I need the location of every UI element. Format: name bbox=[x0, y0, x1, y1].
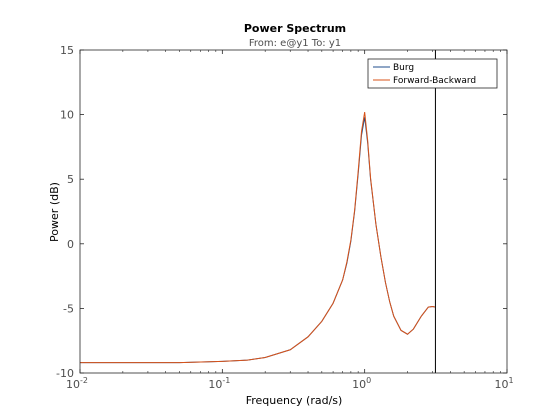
x-tick-exponent: 1 bbox=[508, 376, 513, 385]
y-axis-ticks: -10 -5 0 5 10 15 bbox=[56, 44, 507, 380]
plot-frame bbox=[79, 49, 508, 374]
x-tick-exponent: 0 bbox=[366, 376, 371, 385]
x-tick-label: 10-1 bbox=[208, 376, 230, 391]
x-tick-label: 101 bbox=[494, 376, 513, 391]
chart-subtitle: From: e@y1 To: y1 bbox=[249, 38, 341, 49]
legend-label-forward-backward: Forward-Backward bbox=[393, 76, 476, 86]
legend: Burg Forward-Backward bbox=[367, 58, 498, 89]
y-tick-label: 10 bbox=[60, 109, 74, 122]
x-tick-exponent: -2 bbox=[80, 376, 88, 385]
series-layer bbox=[80, 111, 436, 364]
y-tick-label: -5 bbox=[63, 302, 74, 315]
legend-label-burg: Burg bbox=[393, 63, 414, 73]
y-tick-label: -10 bbox=[56, 367, 74, 380]
x-tick-exponent: -1 bbox=[222, 376, 230, 385]
series-line-forward-backward bbox=[80, 111, 436, 364]
y-tick-label: 5 bbox=[67, 173, 74, 186]
y-axis-label: Power (dB) bbox=[48, 182, 61, 242]
chart-title: Power Spectrum bbox=[244, 22, 346, 35]
y-tick-label: 15 bbox=[60, 44, 74, 57]
x-axis-label: Frequency (rad/s) bbox=[246, 394, 343, 407]
legend-box bbox=[367, 58, 498, 89]
y-tick-label: 0 bbox=[67, 238, 74, 251]
x-tick-label: 100 bbox=[352, 376, 371, 391]
plot-area bbox=[80, 50, 507, 373]
